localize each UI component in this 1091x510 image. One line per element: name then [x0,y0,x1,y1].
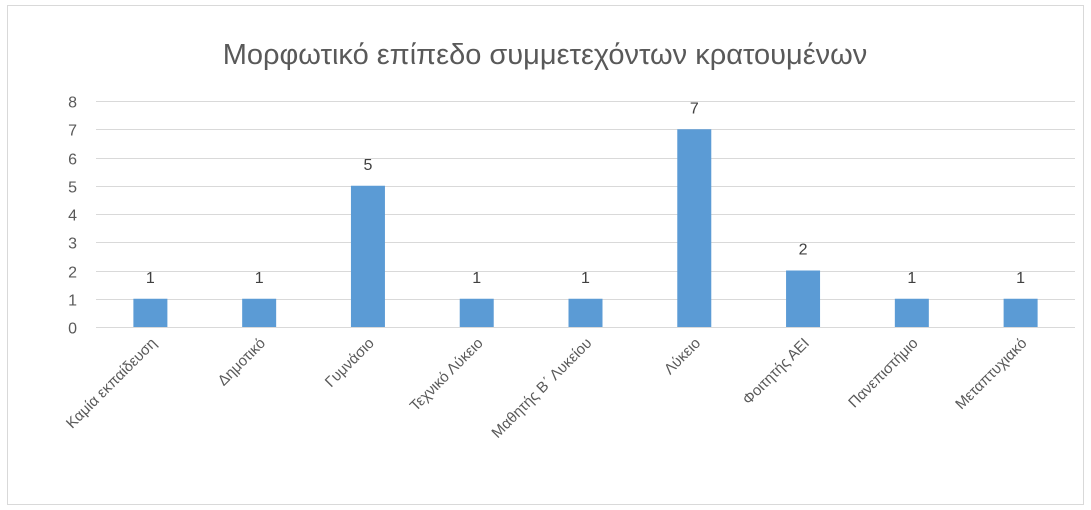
y-axis-tick-label: 4 [68,208,77,225]
bar [133,298,168,327]
data-label: 1 [146,270,155,287]
y-axis-tick-label: 1 [68,293,77,310]
data-label: 2 [799,242,808,259]
bar [242,298,277,327]
y-axis-tick-label: 5 [68,180,77,197]
data-label: 1 [907,270,916,287]
data-label: 1 [581,270,590,287]
bars [133,129,1038,327]
y-axis-tick-label: 2 [68,265,77,282]
bar [568,298,603,327]
chart-border [7,5,1084,505]
data-label: 7 [690,100,699,117]
y-axis-tick-label: 0 [68,321,77,338]
y-axis-tick-label: 6 [68,152,77,169]
data-label: 5 [363,157,372,174]
data-label: 1 [472,270,481,287]
bar [1003,298,1038,327]
data-label: 1 [255,270,264,287]
y-axis-tick-label: 7 [68,123,77,140]
bar [677,129,712,327]
y-axis-tick-labels: 0 1 2 3 4 5 6 7 8 [68,95,77,338]
bar [786,270,821,327]
data-label: 1 [1016,270,1025,287]
bar [459,298,494,327]
bar [350,185,385,327]
bar [894,298,929,327]
y-axis-tick-label: 3 [68,236,77,253]
chart-title: Μορφωτικό επίπεδο συμμετεχόντων κρατουμέ… [223,39,868,71]
y-axis-tick-label: 8 [68,95,77,112]
data-labels: 1 1 5 1 1 7 2 1 1 [146,100,1025,287]
